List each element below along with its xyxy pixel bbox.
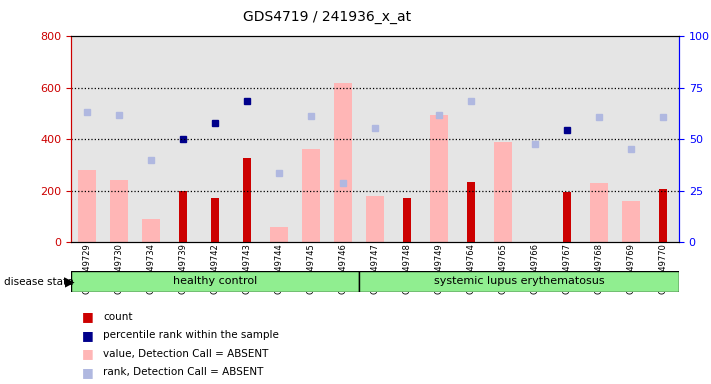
Bar xyxy=(590,183,608,242)
Bar xyxy=(391,36,423,242)
Text: ■: ■ xyxy=(82,347,94,360)
Bar xyxy=(71,271,359,292)
Bar xyxy=(563,192,571,242)
Bar xyxy=(647,36,679,242)
Text: rank, Detection Call = ABSENT: rank, Detection Call = ABSENT xyxy=(103,367,264,377)
Bar xyxy=(615,36,647,242)
Bar xyxy=(487,36,519,242)
Bar xyxy=(366,196,384,242)
Bar xyxy=(167,36,199,242)
Bar xyxy=(295,36,327,242)
Bar xyxy=(243,159,251,242)
Bar xyxy=(327,36,359,242)
Bar xyxy=(430,115,448,242)
Bar xyxy=(142,219,160,242)
Bar xyxy=(78,170,96,242)
Bar xyxy=(263,36,295,242)
Bar xyxy=(135,36,167,242)
Bar xyxy=(583,36,615,242)
Text: count: count xyxy=(103,312,132,322)
Bar xyxy=(455,36,487,242)
Bar xyxy=(270,227,288,242)
Bar xyxy=(334,83,352,242)
Text: percentile rank within the sample: percentile rank within the sample xyxy=(103,330,279,340)
Bar xyxy=(103,36,135,242)
Text: value, Detection Call = ABSENT: value, Detection Call = ABSENT xyxy=(103,349,269,359)
Bar xyxy=(494,142,512,242)
Bar xyxy=(110,180,128,242)
Bar xyxy=(423,36,455,242)
Text: disease state: disease state xyxy=(4,277,73,287)
Text: systemic lupus erythematosus: systemic lupus erythematosus xyxy=(434,276,604,286)
Text: ■: ■ xyxy=(82,329,94,342)
Text: ▶: ▶ xyxy=(65,276,75,289)
Bar xyxy=(659,189,667,242)
Bar xyxy=(519,36,551,242)
Bar xyxy=(551,36,583,242)
Text: ■: ■ xyxy=(82,366,94,379)
Bar xyxy=(359,271,679,292)
Bar xyxy=(231,36,263,242)
Bar xyxy=(199,36,231,242)
Bar xyxy=(622,201,640,242)
Text: healthy control: healthy control xyxy=(173,276,257,286)
Bar xyxy=(467,182,475,242)
Bar xyxy=(71,36,103,242)
Text: GDS4719 / 241936_x_at: GDS4719 / 241936_x_at xyxy=(243,10,411,23)
Bar xyxy=(211,198,219,242)
Bar xyxy=(179,190,187,242)
Bar xyxy=(359,36,391,242)
Bar xyxy=(302,149,320,242)
Text: ■: ■ xyxy=(82,310,94,323)
Bar xyxy=(403,198,411,242)
